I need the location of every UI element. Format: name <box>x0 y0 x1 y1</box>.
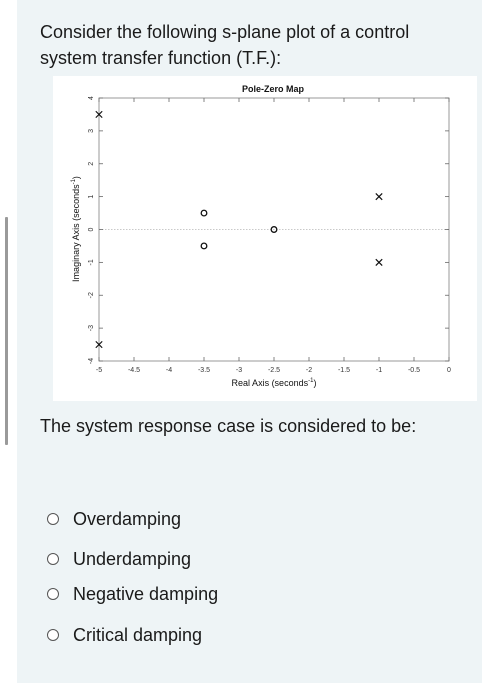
zero-marker <box>270 226 278 233</box>
option-critical-damping[interactable]: Critical damping <box>47 624 202 646</box>
x-tick-label: 0 <box>447 367 451 374</box>
option-negative-damping[interactable]: Negative damping <box>47 583 218 605</box>
pole-zero-chart: Pole-Zero Map -5 -4.5 -4 -3.5 -3 -2.5 -2 -1.5 -1… <box>71 84 451 388</box>
radio-button[interactable] <box>47 629 59 641</box>
pole-marker <box>375 258 383 266</box>
y-tick-label: -3 <box>88 325 95 331</box>
y-axis-ticks: 4 3 2 1 0 -1 -2 -3 -4 <box>88 96 449 364</box>
pole-marker <box>95 340 103 349</box>
x-axis-ticks: -5 -4.5 -4 -3.5 -3 -2.5 -2 -1.5 -1 -0.5 0 <box>96 98 451 374</box>
y-tick-label: 0 <box>88 227 95 231</box>
radio-button[interactable] <box>47 513 59 525</box>
option-underdamping[interactable]: Underdamping <box>47 548 191 570</box>
option-label: Negative damping <box>73 584 219 604</box>
y-tick-label: 1 <box>88 195 95 199</box>
x-tick-label: -3.5 <box>198 367 210 374</box>
x-tick-label: -3 <box>236 367 242 374</box>
pole-marker <box>375 193 383 201</box>
x-tick-label: -1.5 <box>338 367 350 374</box>
radio-button[interactable] <box>47 553 59 565</box>
option-label: Critical damping <box>73 625 203 645</box>
question-prompt: The system response case is considered t… <box>40 416 417 436</box>
y-tick-label: 4 <box>88 96 95 100</box>
x-tick-label: -4 <box>166 367 172 374</box>
y-tick-label: -2 <box>88 292 95 298</box>
pole-marker <box>95 110 103 119</box>
y-tick-label: -1 <box>88 259 95 265</box>
zero-marker <box>200 209 208 217</box>
x-tick-label: -2 <box>306 367 312 374</box>
x-tick-label: -5 <box>96 367 102 374</box>
zero-marker <box>200 242 208 250</box>
y-axis-label: Imaginary Axis (seconds-1) <box>71 176 81 282</box>
chart-title: Pole-Zero Map <box>242 84 305 94</box>
y-tick-label: 3 <box>88 129 95 133</box>
pole-zero-plot: Pole-Zero Map -5 -4.5 -4 -3.5 -3 -2.5 -2 -1.5 -1… <box>53 76 477 401</box>
y-tick-label: -4 <box>88 358 95 364</box>
question-card: Consider the following s-plane plot of a… <box>17 0 482 683</box>
x-tick-label: -2.5 <box>268 367 280 374</box>
option-label: Underdamping <box>73 549 192 569</box>
x-axis-label: Real Axis (seconds-1) <box>232 378 317 388</box>
x-tick-label: -4.5 <box>128 367 140 374</box>
option-label: Overdamping <box>73 509 182 529</box>
option-overdamping[interactable]: Overdamping <box>47 508 181 530</box>
question-text: Consider the following s-plane plot of a… <box>40 22 410 68</box>
x-tick-label: -1 <box>376 367 382 374</box>
scroll-indicator[interactable] <box>5 217 8 445</box>
y-tick-label: 2 <box>88 162 95 166</box>
radio-button[interactable] <box>47 588 59 600</box>
pole-zero-markers <box>95 110 383 349</box>
x-tick-label: -0.5 <box>408 367 420 374</box>
